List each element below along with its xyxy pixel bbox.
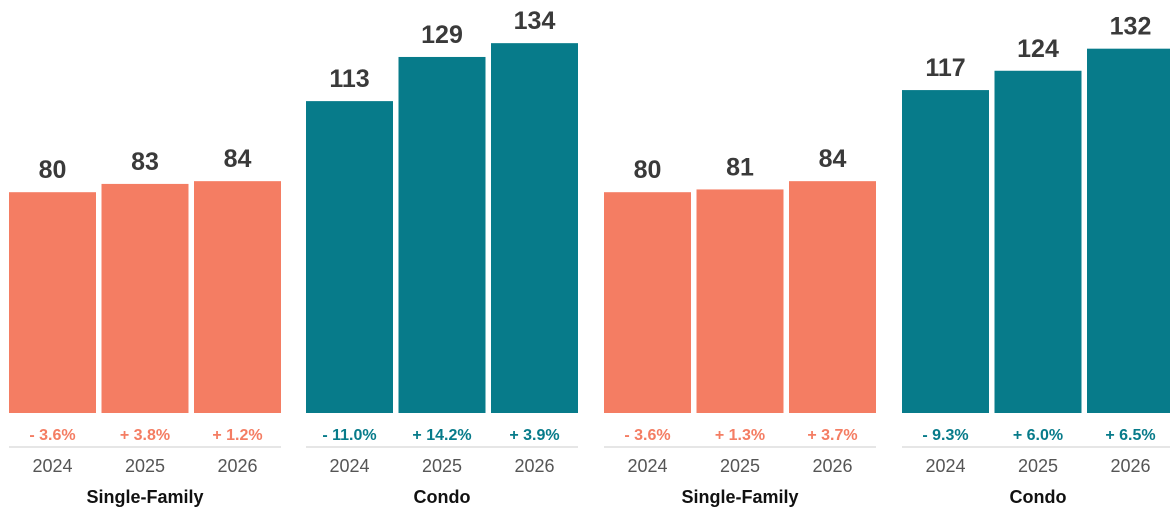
change-label: + 3.7%	[807, 427, 857, 444]
change-label: + 3.9%	[509, 427, 559, 444]
group-label: Single-Family	[681, 487, 798, 507]
group-label: Single-Family	[86, 487, 203, 507]
group-label: Condo	[1010, 487, 1067, 507]
bar	[994, 70, 1082, 413]
bar	[604, 192, 691, 413]
x-tick-label: 2025	[1018, 456, 1058, 476]
x-tick-label: 2025	[720, 456, 760, 476]
bar	[306, 101, 393, 414]
bar	[902, 90, 989, 413]
bar-value-label: 84	[224, 145, 252, 173]
change-label: - 9.3%	[922, 427, 968, 444]
chart-panel-2: 80 - 3.6% 2024 81 + 1.3% 2025 84 + 3.7% 2026 Sing…	[604, 13, 1170, 507]
x-tick-label: 2024	[329, 456, 369, 476]
bar	[789, 181, 876, 413]
change-label: + 6.0%	[1013, 427, 1063, 444]
change-label: + 3.8%	[120, 427, 170, 444]
change-label: + 1.2%	[212, 427, 262, 444]
change-label: - 3.6%	[29, 427, 75, 444]
bar-value-label: 83	[131, 148, 159, 176]
bar-value-label: 113	[329, 65, 369, 93]
change-label: + 1.3%	[715, 427, 765, 444]
bar-value-label: 124	[1017, 35, 1059, 63]
bar-group: 80 - 3.6% 2024 81 + 1.3% 2025 84 + 3.7% 2026 Sing…	[604, 145, 876, 507]
bar-value-label: 129	[421, 21, 463, 49]
bar	[1087, 48, 1170, 414]
bar	[398, 56, 486, 414]
x-tick-label: 2026	[1110, 456, 1150, 476]
x-tick-label: 2024	[627, 456, 667, 476]
change-label: + 14.2%	[412, 427, 471, 444]
change-label: - 11.0%	[322, 427, 376, 444]
change-label: - 3.6%	[624, 427, 670, 444]
x-tick-label: 2025	[125, 456, 165, 476]
x-tick-label: 2026	[514, 456, 554, 476]
bar	[194, 181, 281, 413]
bar	[491, 43, 578, 413]
x-tick-label: 2026	[812, 456, 852, 476]
x-tick-label: 2024	[925, 456, 965, 476]
group-label: Condo	[414, 487, 471, 507]
bar-value-label: 117	[925, 54, 965, 82]
chart-panel-1: 80 - 3.6% 2024 83 + 3.8% 2025 84 + 1.2% 2026 Sing…	[9, 7, 578, 507]
bar-value-label: 80	[39, 156, 67, 184]
bar-group: 80 - 3.6% 2024 83 + 3.8% 2025 84 + 1.2% 2026 Sing…	[9, 145, 281, 507]
bar	[696, 189, 784, 413]
bar	[101, 183, 189, 413]
bar-value-label: 134	[514, 7, 556, 35]
bar-value-label: 132	[1110, 13, 1152, 41]
bar-value-label: 84	[819, 145, 847, 173]
x-tick-label: 2025	[422, 456, 462, 476]
bar-group: 113 - 11.0% 2024 129 + 14.2% 2025 134 + 3.9% 202…	[306, 7, 578, 507]
change-label: + 6.5%	[1105, 427, 1155, 444]
bar-value-label: 81	[726, 153, 754, 181]
bar-value-label: 80	[634, 156, 662, 184]
x-tick-label: 2024	[32, 456, 72, 476]
bar-group: 117 - 9.3% 2024 124 + 6.0% 2025 132 + 6.5% 2026 C…	[902, 13, 1170, 507]
x-tick-label: 2026	[217, 456, 257, 476]
bar	[9, 192, 96, 413]
